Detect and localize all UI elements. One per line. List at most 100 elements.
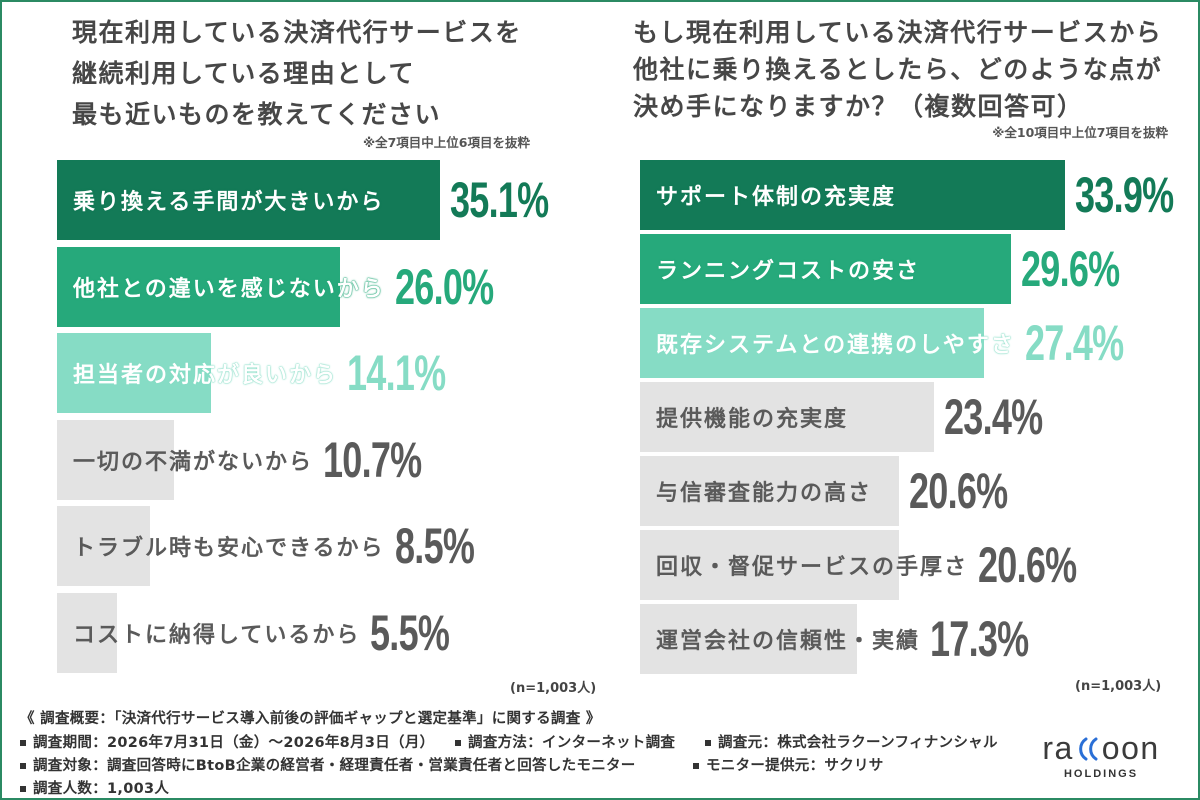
bar-value-label: 35.1% [449,172,549,228]
chart-title-line: 現在利用している決済代行サービスを [72,18,522,47]
bar-label: 他社との違いを感じないから [73,276,385,302]
bullet-icon [20,786,26,792]
survey-detail-item: 調査人数：1,003人 [20,780,169,798]
bar-row-content: サポート体制の充実度 33.9% [640,160,1196,230]
bar-value-label: 20.6% [978,537,1077,593]
bar-row-content: トラブル時も安心できるから 8.5% [57,506,617,586]
bar-row: コストに納得しているから 5.5% [57,593,617,673]
chart-title-line: もし現在利用している決済代行サービスから [633,18,1163,47]
bar-plot: 乗り換える手間が大きいから 35.1% 他社との違いを感じないから 26.0% 担当者の… [57,160,617,680]
bar [57,333,211,414]
bar-plot: サポート体制の充実度 33.9% ランニングコストの安さ 29.6% 既存システムとの連… [640,160,1196,680]
survey-detail-text: 調査元：株式会社ラクーンフィナンシャル [718,735,998,751]
bar-value-label: 29.6% [1021,241,1120,297]
bar-label: 提供機能の充実度 [656,407,849,432]
bullet-icon [20,740,26,746]
survey-detail-text: 調査対象：調査回答時にBtoB企業の経営者・経理責任者・営業責任者と回答したモニ… [33,758,636,774]
bar [640,160,1066,230]
survey-detail-item: 調査方法：インターネット調査 [455,734,675,752]
bar-row: 一切の不満がないから 10.7% [57,419,617,500]
chart-title-line: 決め手になりますか？（複数回答可） [633,92,1084,121]
bar-label: 乗り換える手間が大きいから [73,190,385,215]
bar-value-label: 20.6% [908,463,1008,519]
bar-row-content: 提供機能の充実度 23.4% [640,382,1196,452]
bar-label: 担当者の対応が良いから [73,363,338,389]
bar [57,160,440,240]
chart-note: ※全7項目中上位6項目を抜粋 [362,135,530,150]
bar-row-content: 乗り換える手間が大きいから 35.1% [57,160,617,240]
survey-detail-text: モニター提供元：サクリサ [706,758,884,774]
bar [57,506,150,587]
bar-row-content: 他社との違いを感じないから 26.0% [57,247,617,327]
bar-row: トラブル時も安心できるから 8.5% [57,506,617,587]
bar-row: 提供機能の充実度 23.4% [640,382,1196,452]
bar-value-label: 10.7% [323,431,422,488]
bullet-icon [20,763,26,769]
bar-label: 一切の不満がないから [73,449,314,475]
sample-size-label: (n=1,003人) [1075,679,1162,694]
logo-cc-icon [1078,737,1098,761]
bar [640,382,934,452]
chart-note: ※全10項目中上位7項目を抜粋 [992,125,1168,140]
survey-detail-item: モニター提供元：サクリサ [693,757,884,775]
bar-label: 回収・督促サービスの手厚さ [656,555,969,580]
survey-detail-item: 調査期間：2026年7月31日（金）〜2026年8月3日（月） [20,734,434,752]
bar-row: 乗り換える手間が大きいから 35.1% [57,160,617,240]
bar [640,456,899,526]
bar-row-content: 運営会社の信頼性・実績 17.3% [640,604,1196,674]
logo-wordmark: ra oon [1038,730,1164,766]
bar-label: サポート体制の充実度 [656,185,897,210]
bar-row: 担当者の対応が良いから 14.1% [57,333,617,414]
bar-row: 他社との違いを感じないから 26.0% [57,246,617,327]
bar [640,604,858,674]
survey-detail-text: 調査期間：2026年7月31日（金）〜2026年8月3日（月） [33,735,435,751]
chart-title-line: 他社に乗り換えるとしたら、どのような点が [633,55,1163,84]
bar-value-label: 14.1% [347,345,446,402]
bar-value-label: 8.5% [394,518,475,575]
bar-value-label: 33.9% [1075,167,1174,223]
bar-label: 与信審査能力の高さ [656,481,873,506]
bar-row: 運営会社の信頼性・実績 17.3% [640,604,1196,674]
logo-subtitle: HOLDINGS [1063,768,1139,780]
bar-value-label: 17.3% [930,611,1029,667]
logo-wordmark-start: ra [1042,730,1074,766]
bar-row-content: 担当者の対応が良いから 14.1% [57,333,617,413]
bar-label: 運営会社の信頼性・実績 [656,629,921,654]
bar-row-content: 一切の不満がないから 10.7% [57,420,617,500]
bar-value-label: 26.0% [394,258,494,315]
survey-detail-text: 調査方法：インターネット調査 [468,735,676,751]
bar [57,246,341,327]
bar-row: 与信審査能力の高さ 20.6% [640,456,1196,526]
chart-title: 現在利用している決済代行サービスを 継続利用している理由として 最も近いものを教… [72,12,522,135]
bar-row-content: 既存システムとの連携のしやすさ 27.4% [640,308,1196,378]
survey-overview-heading: 《 調査概要：「決済代行サービス導入前後の評価ギャップと選定基準」に関する調査 … [20,711,601,727]
bar [57,419,174,500]
bullet-icon [693,763,699,769]
bar-value-label: 5.5% [370,605,450,661]
bar [640,234,1012,304]
bar [640,530,899,600]
sample-size-label: (n=1,003人) [510,681,597,696]
bar [640,308,984,378]
chart-title-line: 継続利用している理由として [72,59,416,88]
bar [57,593,117,673]
bar-row-content: 回収・督促サービスの手厚さ 20.6% [640,530,1196,600]
bar-label: コストに納得しているから [73,623,361,648]
bar-label: トラブル時も安心できるから [73,536,385,562]
bar-row-content: 与信審査能力の高さ 20.6% [640,456,1196,526]
survey-detail-item: 調査対象：調査回答時にBtoB企業の経営者・経理責任者・営業責任者と回答したモニ… [20,757,636,775]
bar-label: 既存システムとの連携のしやすさ [656,333,1015,358]
chart-title-line: 最も近いものを教えてください [72,100,442,129]
bar-row-content: コストに納得しているから 5.5% [57,593,617,673]
bullet-icon [705,740,711,746]
bar-label: ランニングコストの安さ [656,259,921,284]
bar-value-label: 23.4% [943,389,1043,445]
survey-detail-text: 調査人数：1,003人 [33,781,170,797]
bar-row: ランニングコストの安さ 29.6% [640,234,1196,304]
bar-row: サポート体制の充実度 33.9% [640,160,1196,230]
bar-row: 回収・督促サービスの手厚さ 20.6% [640,530,1196,600]
bar-row: 既存システムとの連携のしやすさ 27.4% [640,308,1196,378]
logo-wordmark-end: oon [1101,730,1160,766]
bullet-icon [455,740,461,746]
